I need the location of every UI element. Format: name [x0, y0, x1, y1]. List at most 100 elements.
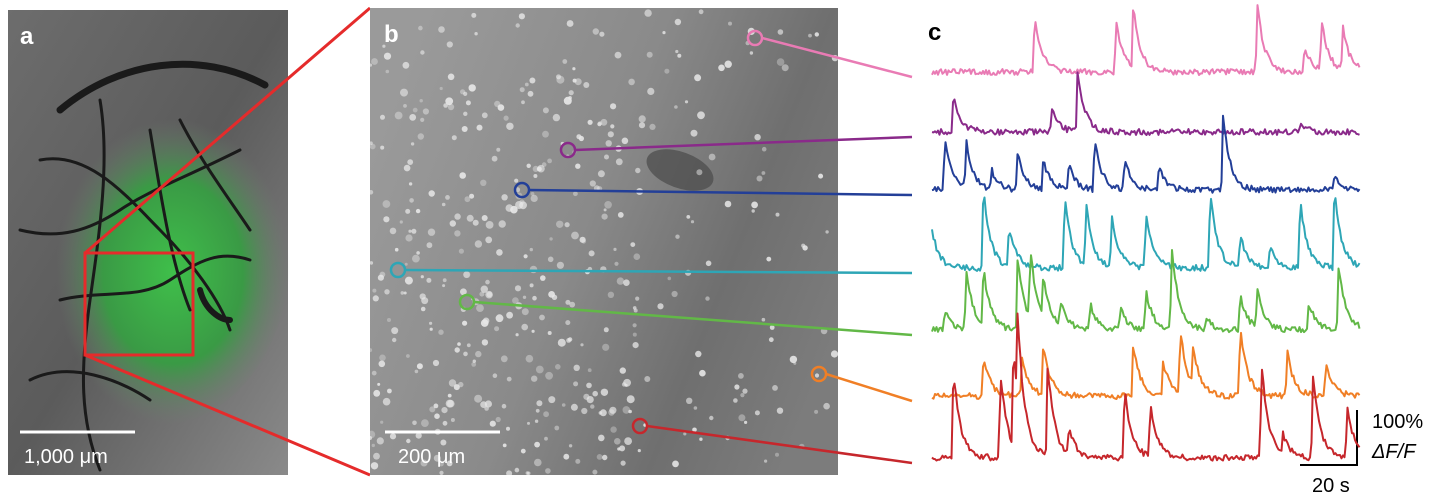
cell: [581, 408, 587, 414]
cell: [377, 437, 384, 444]
cell: [390, 433, 396, 439]
cell: [536, 366, 544, 374]
cell: [426, 278, 431, 283]
cell: [480, 180, 486, 186]
cell: [368, 431, 376, 439]
cell: [744, 421, 747, 424]
cell: [815, 32, 819, 36]
cell: [540, 275, 546, 281]
cell: [405, 209, 410, 214]
cell: [528, 91, 534, 97]
cell: [638, 449, 641, 452]
cell: [405, 263, 408, 266]
cell: [623, 279, 630, 286]
cell: [764, 460, 767, 463]
cell: [416, 209, 420, 213]
cell: [775, 453, 779, 457]
cell: [583, 82, 589, 88]
cell: [445, 97, 453, 105]
cell: [567, 20, 574, 27]
cell: [487, 292, 493, 298]
cell: [545, 372, 553, 380]
cell: [553, 114, 560, 121]
cell: [405, 234, 412, 241]
cell: [524, 254, 528, 258]
cell: [635, 297, 639, 301]
cell: [457, 342, 461, 346]
cell: [616, 158, 623, 165]
cell: [536, 400, 542, 406]
cell: [554, 426, 559, 431]
cell: [825, 230, 828, 233]
cell: [593, 28, 599, 34]
cell: [395, 112, 403, 120]
cell: [527, 472, 531, 476]
cell: [474, 395, 482, 403]
cell: [408, 230, 411, 233]
cell: [542, 131, 549, 138]
cell: [586, 383, 592, 389]
cell: [371, 462, 378, 469]
cell: [644, 9, 651, 16]
cell: [696, 169, 702, 175]
cell: [622, 138, 629, 145]
cell: [440, 87, 443, 90]
cell: [598, 170, 605, 177]
cell: [573, 381, 578, 386]
cell: [547, 159, 552, 164]
cell: [391, 327, 398, 334]
cell: [496, 148, 500, 152]
cell: [778, 29, 784, 35]
cell: [742, 389, 747, 394]
cell: [620, 367, 626, 373]
cell: [467, 215, 474, 222]
cell: [477, 125, 483, 131]
cell: [494, 101, 500, 107]
cell: [697, 111, 705, 119]
cell: [413, 108, 418, 113]
cell: [401, 291, 405, 295]
cell: [439, 471, 443, 475]
cell: [400, 89, 408, 97]
cell: [754, 134, 760, 140]
cell: [473, 220, 479, 226]
panel-b: 200 μm b: [368, 8, 839, 476]
cell: [409, 198, 414, 203]
cell: [407, 159, 413, 165]
cell: [492, 156, 498, 162]
cell: [485, 237, 492, 244]
cell: [580, 343, 583, 346]
cell: [639, 115, 646, 122]
cell: [490, 421, 496, 427]
cell: [449, 379, 456, 386]
cell: [486, 221, 494, 229]
cell: [630, 242, 635, 247]
cell: [635, 168, 640, 173]
cell: [543, 107, 549, 113]
cell: [573, 79, 577, 83]
cell: [685, 100, 688, 103]
cell: [390, 228, 397, 235]
cell: [548, 257, 554, 263]
cell: [371, 58, 378, 65]
cell: [406, 439, 410, 443]
cell: [370, 261, 374, 265]
cell: [475, 240, 482, 247]
cell: [752, 209, 755, 212]
cell: [572, 67, 575, 70]
cell: [392, 338, 396, 342]
cell: [755, 410, 760, 415]
cell: [380, 421, 383, 424]
cell: [556, 221, 563, 228]
cell: [621, 461, 626, 466]
cell: [521, 324, 528, 331]
cell: [831, 350, 838, 357]
cell: [532, 330, 535, 333]
cell: [530, 248, 533, 251]
cell: [604, 201, 612, 209]
cell: [614, 262, 618, 266]
cell: [691, 220, 694, 223]
cell: [628, 410, 632, 414]
cell: [438, 26, 445, 33]
cell: [418, 26, 423, 31]
